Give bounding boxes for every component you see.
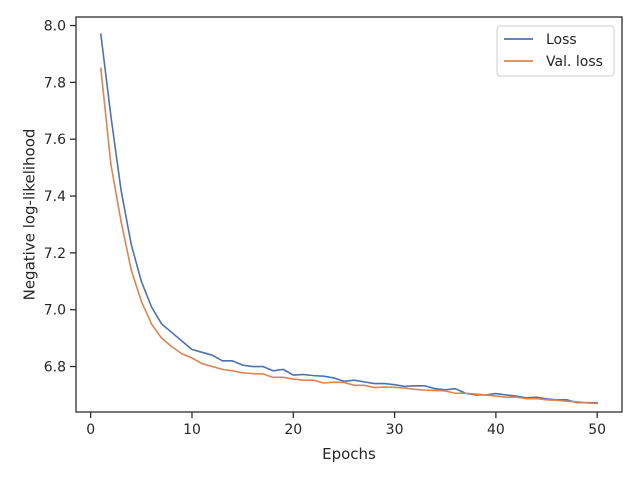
legend-label: Loss: [546, 32, 577, 48]
series-line-loss: [100, 33, 598, 404]
x-axis-label: Epochs: [322, 445, 376, 463]
y-tick-label: 8.0: [44, 19, 66, 35]
x-tick-label: 20: [284, 422, 302, 438]
y-tick-label: 7.8: [44, 75, 66, 91]
plot-frame: [75, 16, 623, 413]
y-tick-label: 6.8: [44, 360, 66, 376]
legend-label: Val. loss: [546, 54, 603, 70]
x-axis-ticks: 0 10 20 30 40 50: [86, 412, 606, 438]
series-layer: [100, 33, 598, 405]
y-axis-label: Negative log-likelihood: [20, 129, 38, 301]
y-tick-label: 7.4: [44, 189, 66, 205]
legend: Loss Val. loss: [496, 25, 615, 77]
y-tick-label: 7.2: [44, 246, 66, 262]
y-tick-label: 7.0: [44, 303, 66, 319]
y-axis-ticks: 6.8 7.0 7.2 7.4 7.6 7.8 8.0: [44, 19, 76, 376]
plot-area: [75, 16, 623, 413]
x-tick-label: 50: [588, 422, 606, 438]
x-tick-label: 40: [487, 422, 505, 438]
x-tick-label: 30: [386, 422, 404, 438]
x-tick-label: 0: [86, 422, 95, 438]
x-tick-label: 10: [183, 422, 201, 438]
series-line-val-loss: [100, 67, 598, 405]
y-tick-label: 7.6: [44, 132, 66, 148]
